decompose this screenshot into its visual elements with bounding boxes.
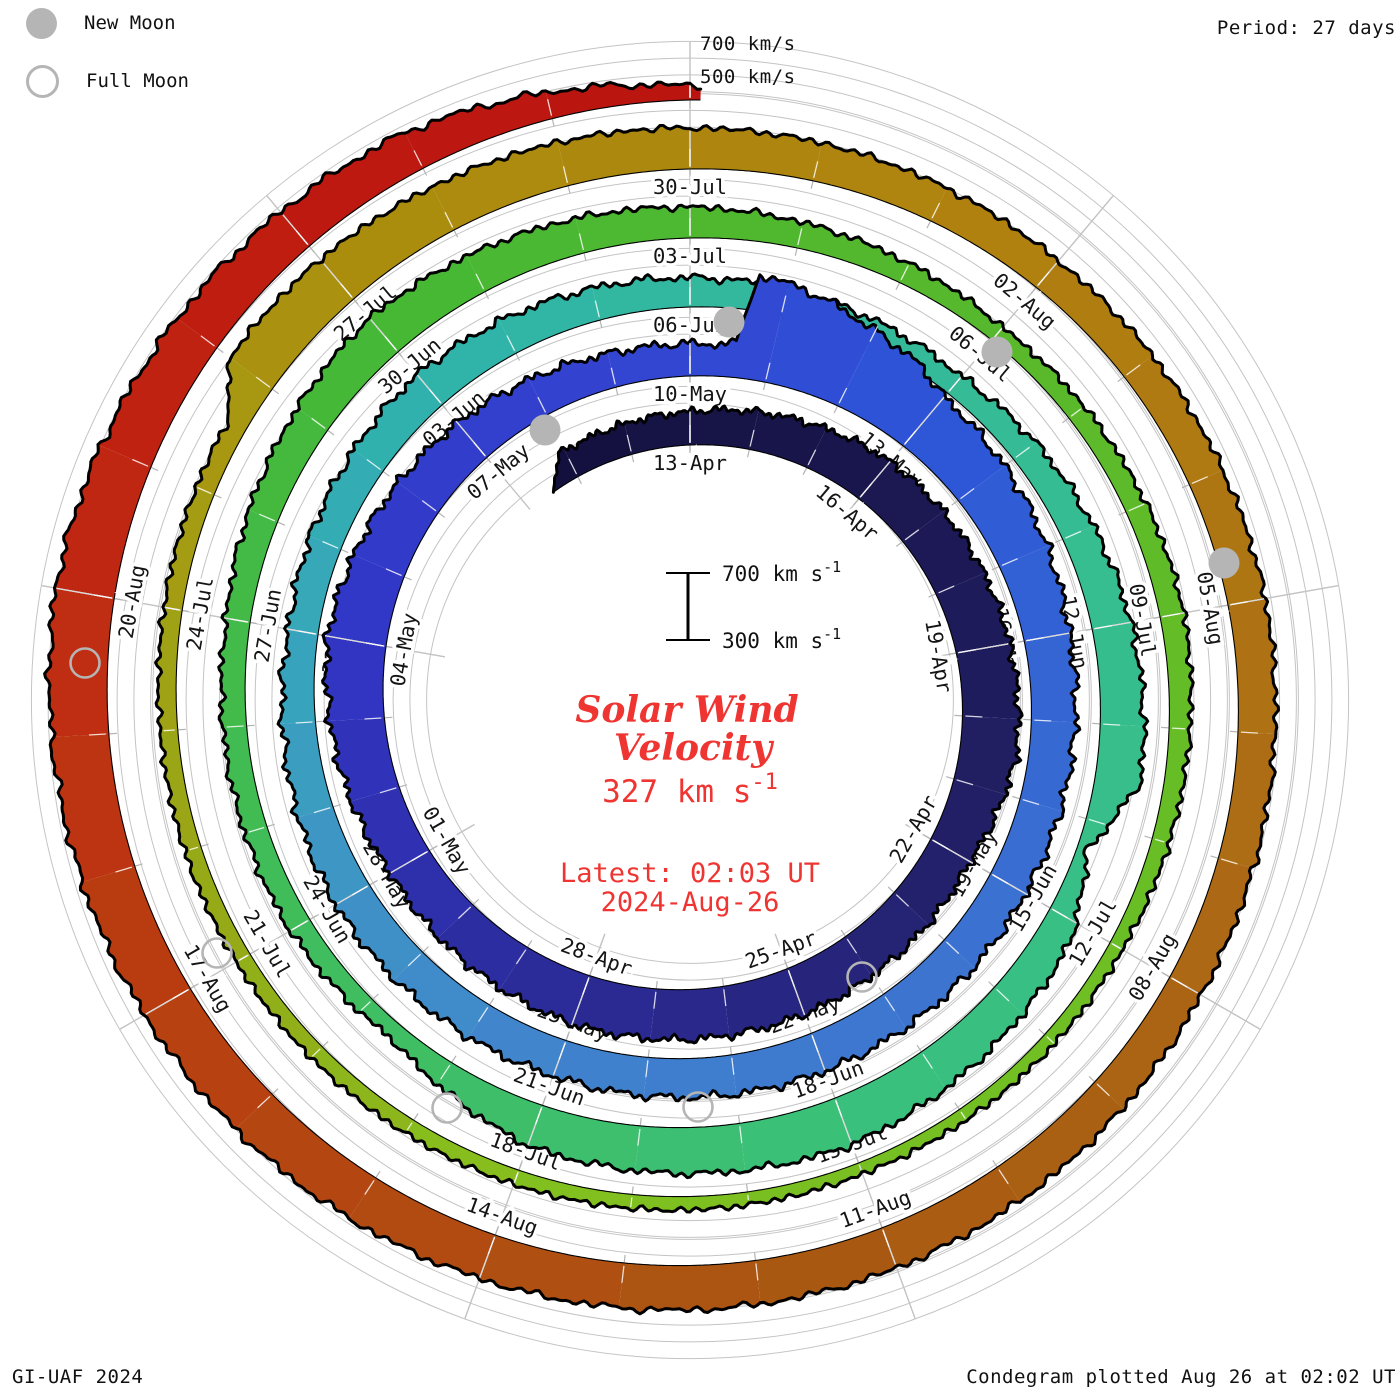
date-label-10-May: 10-May	[653, 382, 727, 406]
latest-time-label: Latest: 02:03 UT	[560, 858, 820, 889]
date-label-30-Jul: 30-Jul	[653, 175, 727, 199]
date-label-20-Aug: 20-Aug	[114, 563, 150, 640]
chart-title-line2: Velocity	[614, 727, 774, 769]
credit-label: GI-UAF 2024	[12, 1366, 144, 1388]
date-label-04-May: 04-May	[385, 611, 421, 688]
inner-scale-bar: 700 km s-1 300 km s-1	[666, 558, 841, 653]
full-moon-marker-23-May	[682, 1091, 714, 1123]
scale-bar-top-label: 700 km s-1	[722, 558, 841, 586]
new-moon-icon	[26, 7, 57, 39]
full-moon-marker-21-Jul	[201, 937, 233, 969]
legend-new-moon: New Moon	[26, 6, 189, 40]
new-moon-marker-05-Jul	[981, 336, 1013, 368]
period-label: Period: 27 days	[1216, 17, 1396, 39]
outer-scale-label-700: 700 km/s	[700, 33, 796, 55]
plotted-timestamp-label: Condegram plotted Aug 26 at 02:02 UT	[966, 1366, 1396, 1388]
new-moon-marker-04-Aug	[1208, 547, 1240, 579]
full-moon-icon	[26, 64, 59, 98]
date-label-24-Jul: 24-Jul	[182, 575, 218, 652]
full-moon-marker-21-Jun	[431, 1092, 463, 1124]
center-annotation: Solar Wind Velocity 327 km s-1 Latest: 0…	[560, 689, 820, 918]
date-label-03-Jul: 03-Jul	[653, 244, 727, 268]
scale-bar-bottom-label: 300 km s-1	[722, 625, 841, 653]
date-label-13-Apr: 13-Apr	[653, 451, 727, 475]
full-moon-label: Full Moon	[86, 70, 189, 92]
full-moon-marker-19-Aug	[69, 647, 101, 679]
new-moon-marker-06-Jun	[713, 306, 745, 338]
latest-date-label: 2024-Aug-26	[601, 887, 780, 918]
new-moon-marker-08-May	[529, 414, 561, 446]
moon-legend: New Moon Full Moon	[26, 6, 189, 122]
date-label-27-Jun: 27-Jun	[250, 587, 286, 664]
moon-markers	[69, 306, 1240, 1124]
current-velocity-readout: 327 km s-1	[602, 770, 778, 810]
grid-overlay-ticks	[56, 85, 1265, 1283]
full-moon-marker-23-Apr	[846, 961, 878, 993]
new-moon-label: New Moon	[84, 12, 176, 34]
outer-scale-label-500: 500 km/s	[700, 66, 796, 88]
chart-title-line1: Solar Wind	[575, 689, 798, 731]
legend-full-moon: Full Moon	[26, 64, 189, 98]
